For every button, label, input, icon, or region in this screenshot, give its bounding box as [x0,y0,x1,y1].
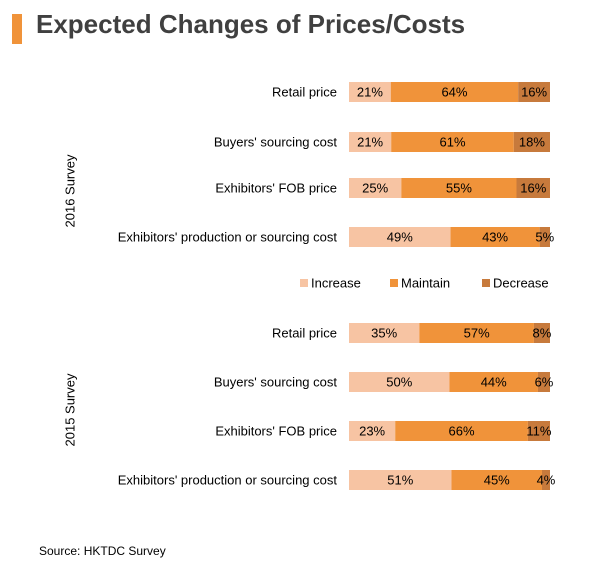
data-label: 57% [464,326,490,341]
category-label: Retail price [272,85,337,100]
bar-segment-increase [349,421,396,441]
data-label: 45% [484,473,510,488]
bar-segment-maintain [395,421,528,441]
data-label: 16% [520,181,546,196]
bar-segment-maintain [401,178,517,198]
group-label-2016-survey: 2016 Survey [63,154,78,227]
bar-segment-maintain [419,323,534,343]
data-label: 5% [535,230,554,245]
legend-swatch-maintain [390,279,398,287]
category-label: Retail price [272,326,337,341]
legend-swatch-decrease [482,279,490,287]
bar-segment-decrease [533,323,550,343]
data-label: 4% [537,473,556,488]
page-title: Expected Changes of Prices/Costs [36,9,466,39]
title-accent-bar [12,14,22,44]
bar-segment-increase [349,178,402,198]
bar-segment-increase [349,227,451,247]
data-label: 64% [441,85,467,100]
group-label-2015-survey: 2015 Survey [63,373,78,446]
bar-segment-increase [349,82,391,102]
data-label: 35% [371,326,397,341]
bar-segment-maintain [449,372,538,392]
legend-label-increase: Increase [311,276,361,291]
bar-segment-decrease [527,421,550,441]
data-label: 6% [535,375,554,390]
data-label: 44% [481,375,507,390]
bar-segment-decrease [516,178,550,198]
category-label: Exhibitors' production or sourcing cost [118,473,338,488]
data-label: 49% [387,230,413,245]
bar-segment-maintain [451,470,542,490]
bar-segment-decrease [537,372,550,392]
category-label: Exhibitors' FOB price [215,181,337,196]
category-label: Buyers' sourcing cost [214,375,338,390]
data-label: 61% [439,135,465,150]
bar-segment-increase [349,323,420,343]
data-label: 55% [446,181,472,196]
data-label: 11% [526,424,551,439]
bar-segment-decrease [539,227,550,247]
category-label: Exhibitors' production or sourcing cost [118,230,338,245]
data-label: 18% [519,135,545,150]
data-label: 25% [362,181,388,196]
data-label: 43% [482,230,508,245]
bar-segment-decrease [541,470,550,490]
data-label: 66% [449,424,475,439]
category-label: Buyers' sourcing cost [214,135,338,150]
legend-label-maintain: Maintain [401,276,450,291]
bar-segment-decrease [518,82,550,102]
data-label: 21% [357,135,383,150]
legend-swatch-increase [300,279,308,287]
data-label: 16% [521,85,547,100]
bar-segment-maintain [391,132,514,152]
bar-segment-decrease [513,132,550,152]
data-label: 21% [357,85,383,100]
source-note: Source: HKTDC Survey [39,544,166,558]
bar-segment-increase [349,132,392,152]
legend-label-decrease: Decrease [493,276,549,291]
bar-segment-increase [349,372,450,392]
bar-segment-maintain [450,227,540,247]
data-label: 50% [386,375,412,390]
bar-segment-increase [349,470,452,490]
data-label: 51% [387,473,413,488]
data-label: 8% [533,326,552,341]
bar-segment-maintain [390,82,519,102]
category-label: Exhibitors' FOB price [215,424,337,439]
data-label: 23% [359,424,385,439]
